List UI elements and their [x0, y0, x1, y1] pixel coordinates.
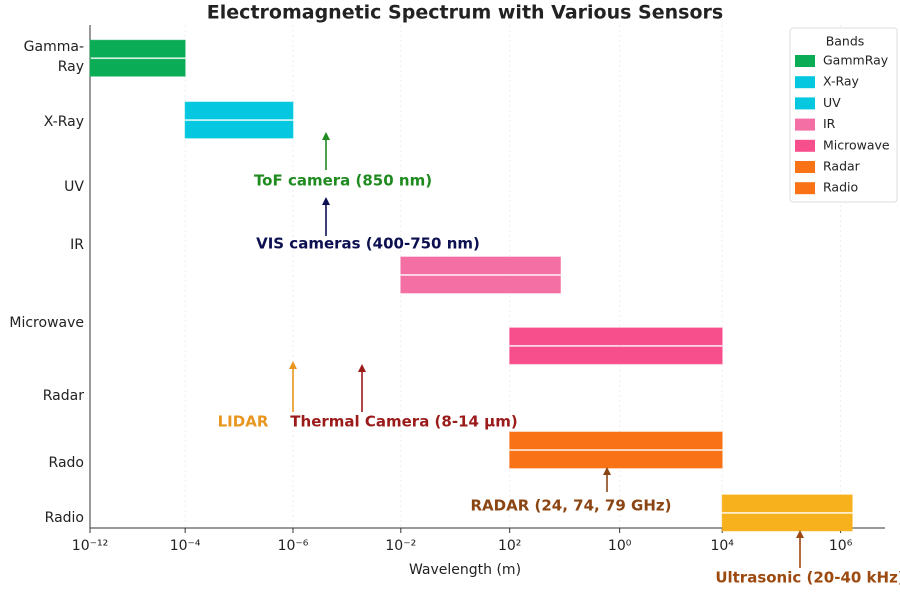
y-category-label: Microwave: [9, 315, 84, 331]
annotation: Ultrasonic (20-40 kHz): [715, 569, 900, 587]
chart-title: Electromagnetic Spectrum with Various Se…: [207, 2, 723, 24]
legend-label: IR: [823, 116, 836, 131]
y-category-label: Radar: [43, 388, 84, 404]
y-category-label: Gamma-Ray: [24, 39, 84, 75]
x-tick-label: 10⁻²: [385, 538, 416, 554]
band-bar: [400, 275, 561, 294]
annotation-arrowhead: [322, 197, 330, 205]
x-tick-label: 10⁻¹²: [72, 538, 108, 554]
annotation: Thermal Camera (8-14 μm): [290, 413, 517, 431]
band-bar: [509, 431, 723, 450]
legend-swatch: [795, 97, 815, 110]
x-tick-label: 10⁻⁴: [170, 538, 201, 554]
band-bar: [509, 346, 723, 365]
band-bar: [400, 256, 561, 275]
annotation: VIS cameras (400-750 nm): [256, 235, 480, 253]
band-bar: [721, 513, 853, 532]
legend-swatch: [795, 139, 815, 152]
legend-swatch: [795, 182, 815, 195]
x-tick-label: 10²: [498, 538, 521, 554]
band-bar: [184, 120, 294, 139]
band-bar: [89, 39, 186, 58]
y-category-label: X-Ray: [44, 114, 84, 130]
annotation-arrowhead: [358, 364, 366, 372]
band-bar: [721, 494, 853, 513]
legend-swatch: [795, 55, 815, 67]
legend-label: Microwave: [823, 137, 890, 152]
x-tick-label: 10⁻⁶: [278, 538, 309, 554]
band-bar: [509, 327, 723, 346]
y-category-label: Radio: [45, 510, 84, 526]
annotation-arrowhead: [289, 361, 297, 369]
annotation: LIDAR: [218, 413, 269, 431]
y-category-label: Rado: [49, 455, 84, 471]
legend-swatch: [795, 118, 815, 131]
y-category-label: IR: [70, 237, 84, 253]
legend-label: Radio: [823, 180, 858, 195]
band-bar: [89, 58, 186, 77]
x-tick-label: 10⁴: [710, 538, 734, 554]
legend-label: GammRay: [823, 53, 889, 68]
legend-box: [789, 27, 898, 203]
annotation: ToF camera (850 nm): [254, 172, 432, 190]
x-tick-label: 10⁶: [829, 538, 853, 554]
annotation-arrowhead: [796, 530, 804, 538]
legend-label: UV: [823, 95, 841, 110]
legend-title: Bands: [826, 34, 865, 49]
x-tick-label: 10⁰: [608, 538, 632, 554]
y-category-label: UV: [64, 179, 84, 195]
legend-label: Radar: [823, 159, 861, 174]
legend-swatch: [795, 161, 815, 173]
annotation-arrowhead: [322, 132, 330, 140]
band-bar: [184, 101, 294, 120]
legend-swatch: [795, 76, 815, 89]
annotation-arrowhead: [603, 467, 611, 475]
band-bar: [509, 450, 723, 469]
annotation: RADAR (24, 74, 79 GHz): [471, 497, 672, 515]
legend-label: X-Ray: [823, 74, 860, 89]
x-axis-label: Wavelength (m): [409, 562, 521, 578]
